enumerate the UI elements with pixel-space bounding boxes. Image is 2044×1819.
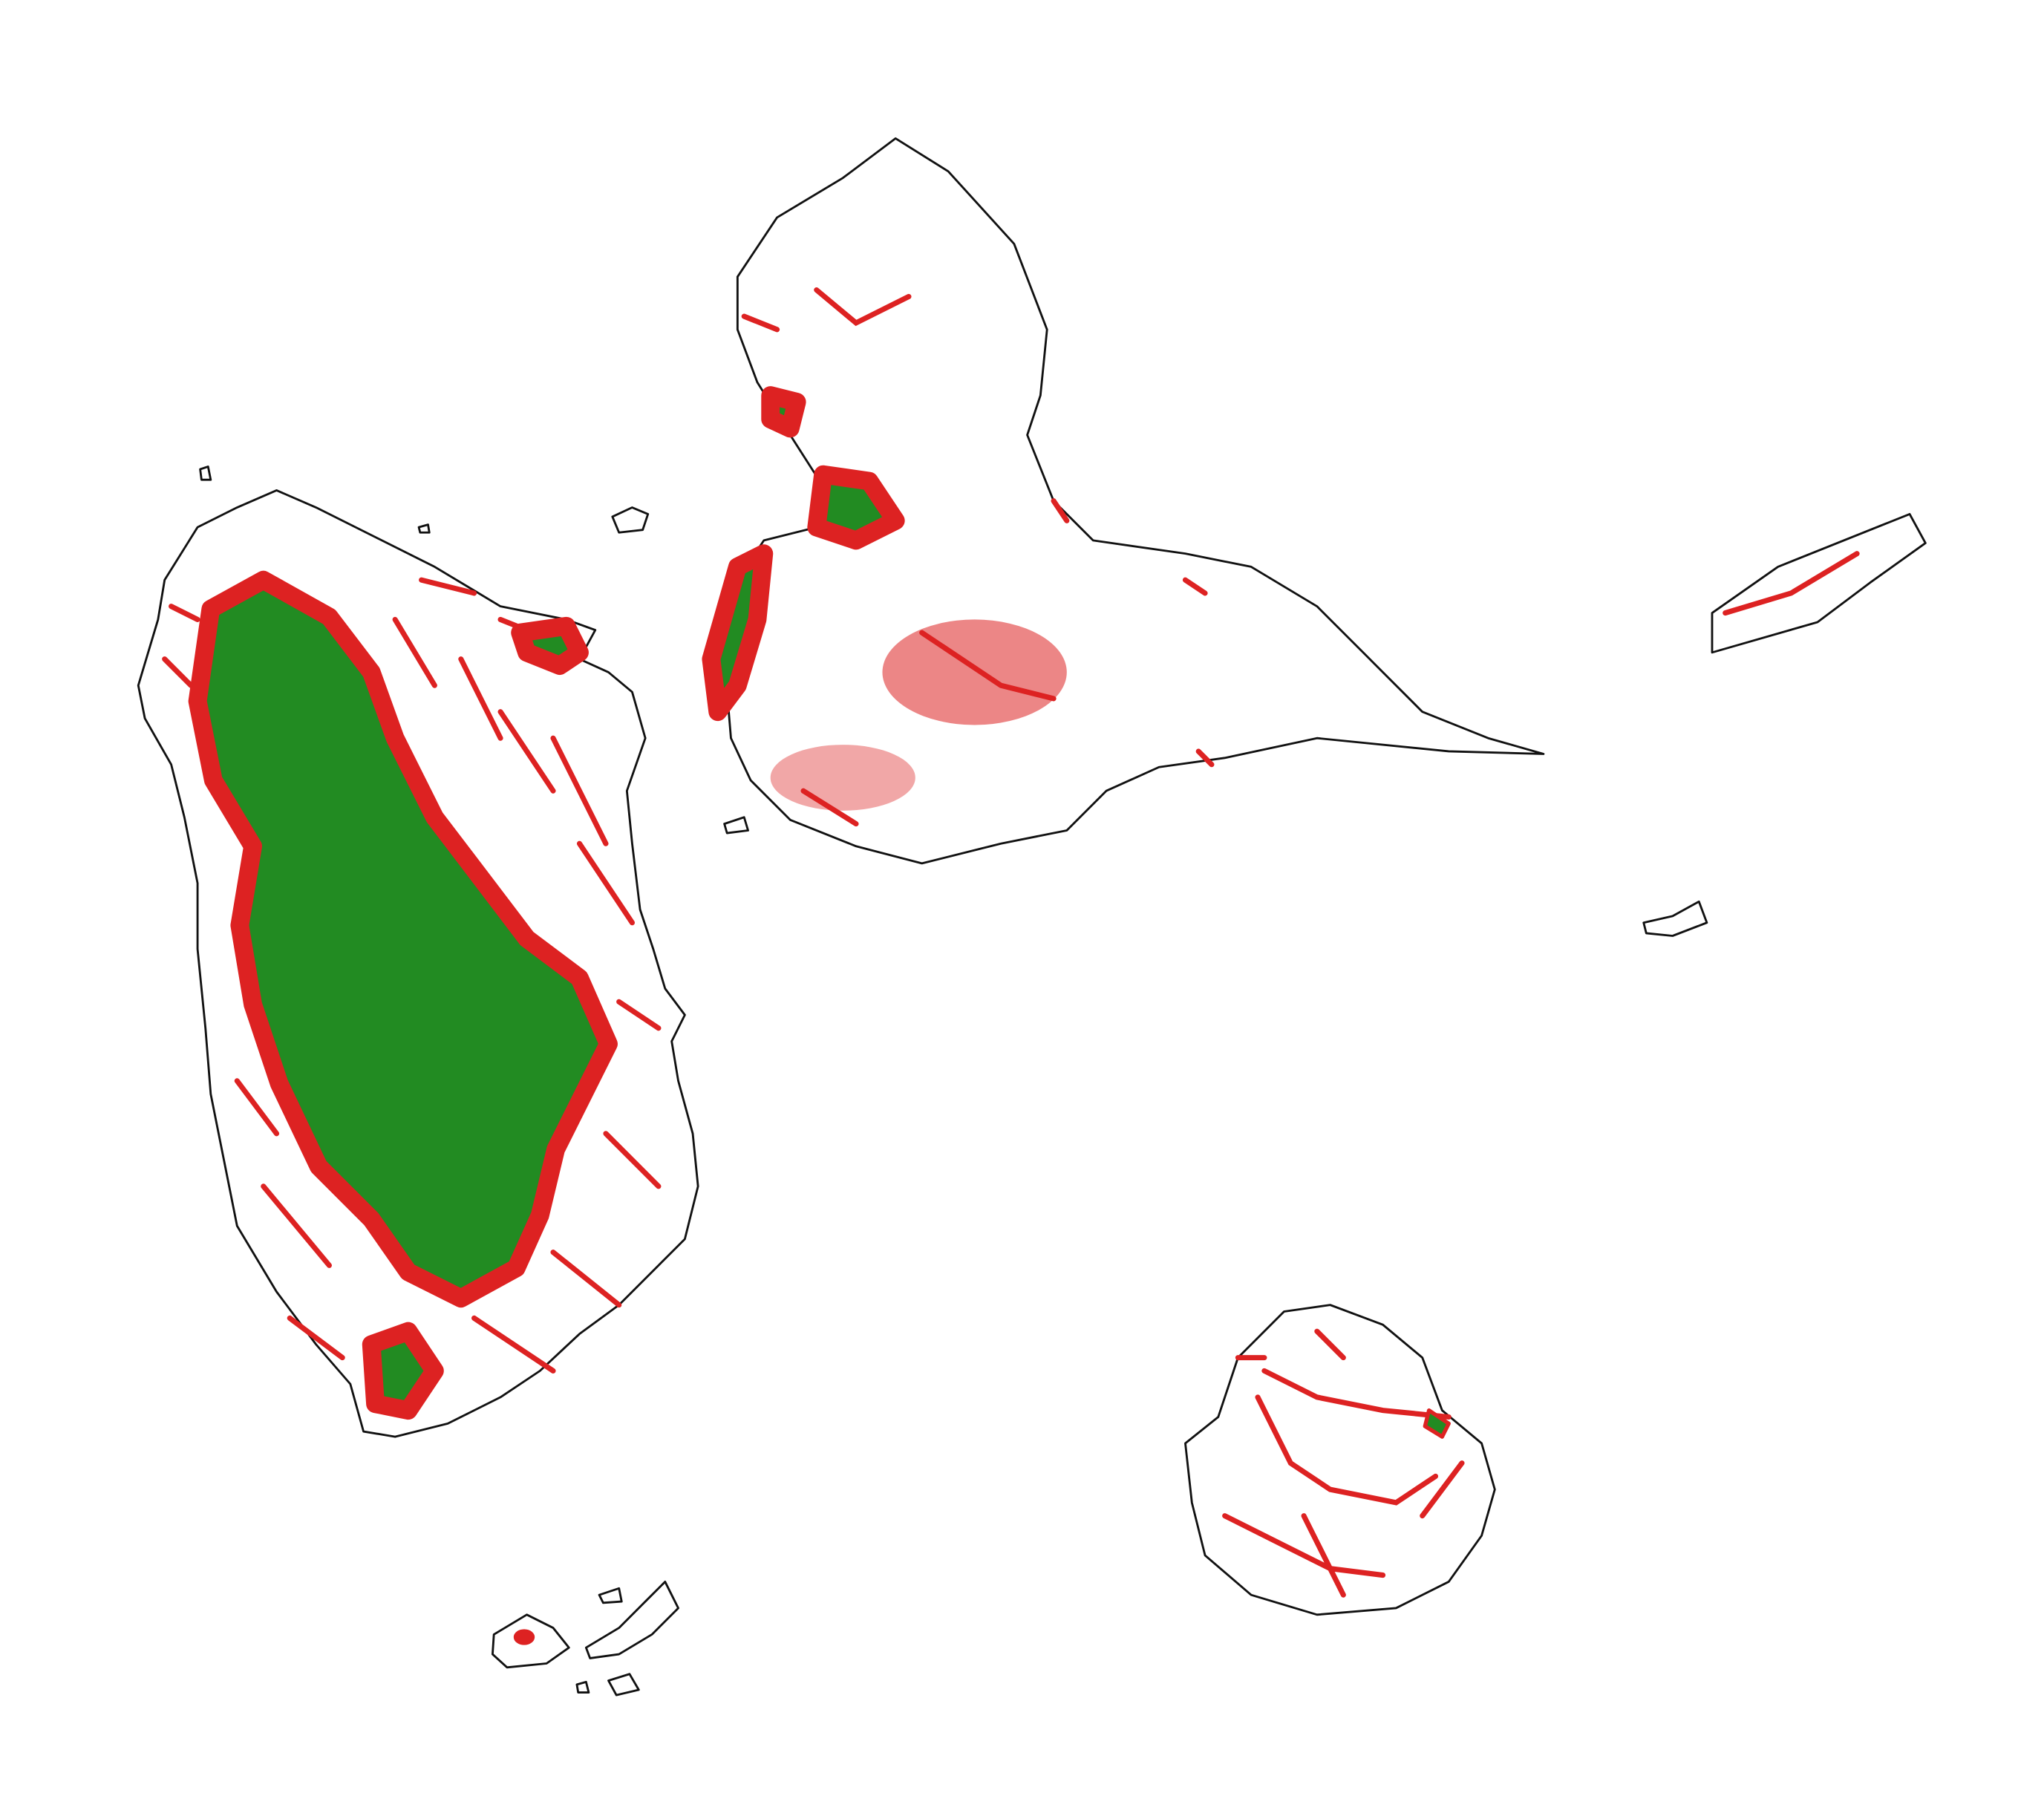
- island-outline: [584, 1581, 679, 1659]
- forest-cover: [362, 1322, 444, 1420]
- islet-outline: [417, 523, 431, 534]
- forest-cover: [511, 616, 589, 675]
- grande-terre: [702, 137, 1545, 865]
- island-outline: [598, 1587, 623, 1604]
- forest-cover: [702, 544, 774, 722]
- islet-outline: [611, 506, 650, 534]
- islet-outline: [199, 466, 212, 481]
- red-cover: [770, 745, 915, 811]
- islet-outline: [723, 816, 749, 835]
- island-outline: [575, 1680, 590, 1694]
- forest-cover: [807, 465, 905, 550]
- red-cover: [162, 577, 662, 1374]
- red-cover: [1222, 1328, 1465, 1598]
- forest-cover: [1423, 1408, 1451, 1439]
- forest-cover: [761, 386, 806, 438]
- petite-terre-outline: [1642, 900, 1708, 937]
- red-cover: [513, 1629, 535, 1645]
- desirade-outline: [1711, 512, 1927, 654]
- island-outline: [607, 1673, 640, 1696]
- forest-cover: [188, 570, 618, 1308]
- les-saintes: [491, 1581, 679, 1696]
- red-cover: [741, 287, 1215, 827]
- red-cover: [882, 619, 1067, 725]
- red-cover: [1723, 551, 1860, 616]
- basse-terre: [137, 489, 699, 1438]
- marie-galante: [1184, 1304, 1496, 1616]
